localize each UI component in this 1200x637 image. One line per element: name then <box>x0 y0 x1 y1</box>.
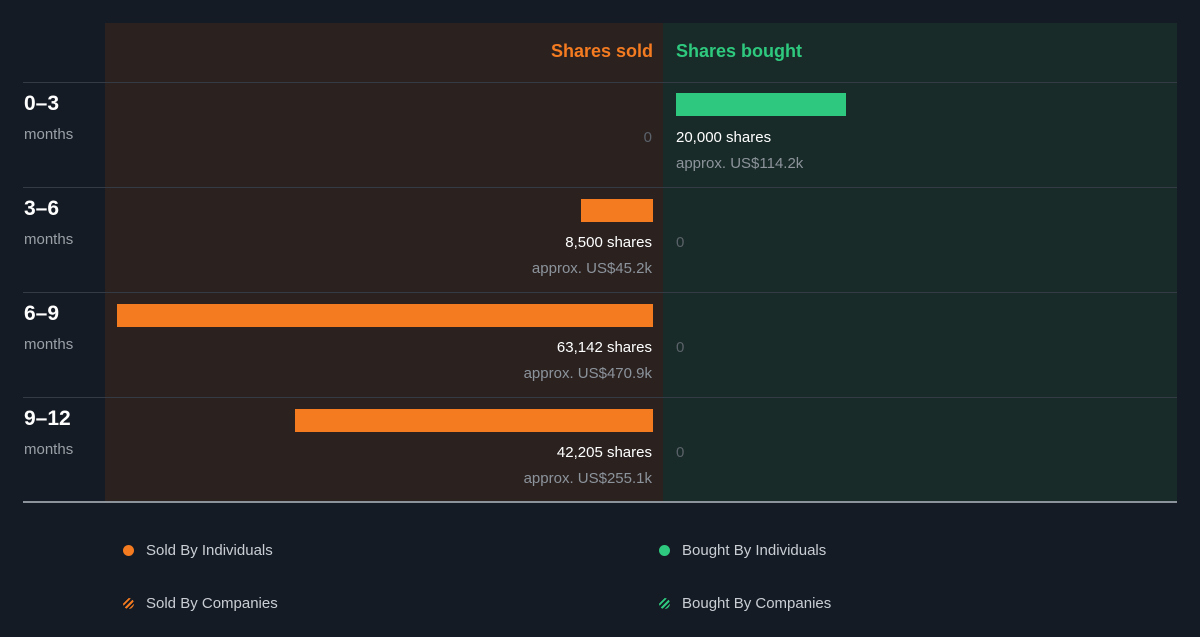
sold-approx-value: approx. US$45.2k <box>531 260 652 277</box>
period-unit: months <box>24 126 74 143</box>
shares-bought-header: Shares bought <box>676 41 803 61</box>
legend-swatch <box>659 545 670 556</box>
bought-value-label: 0 <box>676 444 685 461</box>
sold-value-label: 42,205 shares <box>556 444 652 461</box>
sold-bar <box>294 409 653 432</box>
legend-sold-individuals: Sold By Individuals <box>146 542 273 559</box>
row-divider <box>23 292 1177 293</box>
sold-approx-value: approx. US$255.1k <box>523 470 652 487</box>
bought-bar <box>676 93 846 116</box>
sold-bar <box>580 199 653 222</box>
legend-swatch-hatched <box>659 598 670 609</box>
legend-swatch <box>123 545 134 556</box>
row-divider <box>23 82 1177 83</box>
row-divider <box>23 187 1177 188</box>
sold-value-label: 8,500 shares <box>565 234 652 251</box>
sold-value-label: 63,142 shares <box>556 339 652 356</box>
bought-approx-value: approx. US$114.2k <box>676 155 804 172</box>
legend-swatch-hatched <box>123 598 134 609</box>
sold-bar <box>117 304 653 327</box>
chart-baseline <box>23 501 1177 503</box>
period-label: 0–3 <box>24 92 60 115</box>
bought-value-label: 0 <box>676 234 685 251</box>
legend-sold-companies: Sold By Companies <box>146 595 278 612</box>
period-label: 3–6 <box>24 197 60 220</box>
bought-value-label: 20,000 shares <box>676 129 772 146</box>
legend-bought-individuals: Bought By Individuals <box>682 542 827 559</box>
sold-approx-value: approx. US$470.9k <box>523 365 652 382</box>
period-unit: months <box>24 336 74 353</box>
sold-value-label: 0 <box>643 129 652 146</box>
shares-sold-header: Shares sold <box>550 41 653 61</box>
period-unit: months <box>24 231 74 248</box>
row-divider <box>23 397 1177 398</box>
period-unit: months <box>24 441 74 458</box>
period-label: 9–12 <box>24 407 71 430</box>
period-label: 6–9 <box>24 302 60 325</box>
legend-bought-companies: Bought By Companies <box>682 595 832 612</box>
bought-value-label: 0 <box>676 339 685 356</box>
